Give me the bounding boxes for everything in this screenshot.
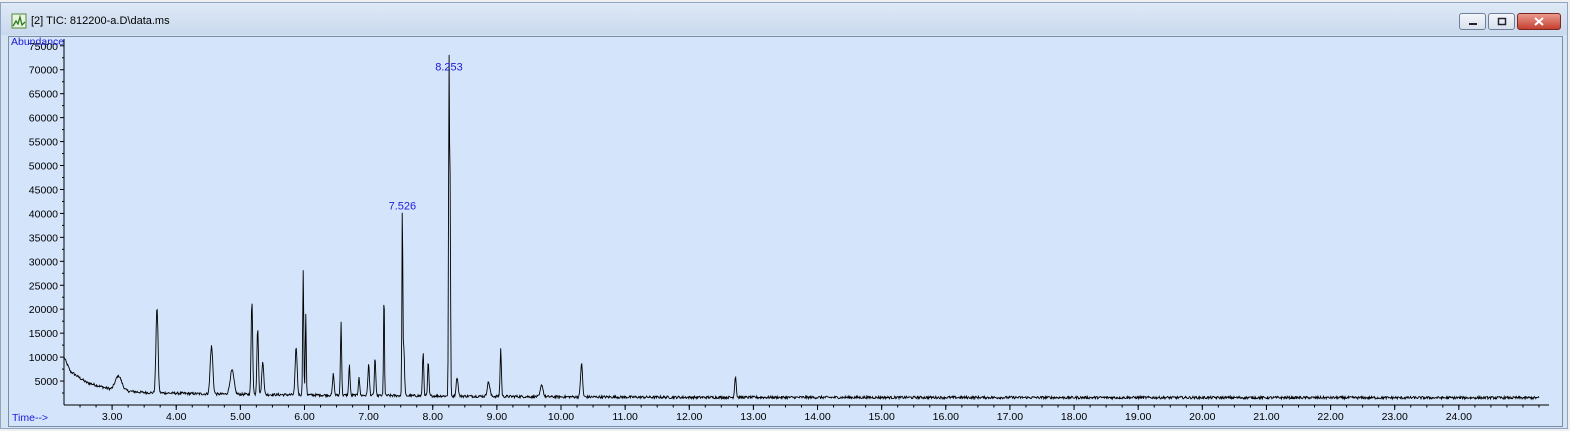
y-tick-label: 55000 xyxy=(29,137,58,149)
y-tick: 35000 xyxy=(29,232,64,250)
y-tick: 20000 xyxy=(29,304,64,322)
x-tick: 10.00 xyxy=(548,405,574,423)
minimize-icon xyxy=(1460,14,1485,29)
y-tick-label: 35000 xyxy=(29,232,58,244)
x-tick-label: 12.00 xyxy=(676,411,702,423)
y-tick-label: 65000 xyxy=(29,89,58,101)
x-tick-label: 22.00 xyxy=(1317,411,1343,423)
x-tick: 21.00 xyxy=(1253,405,1280,423)
y-tick: 5000 xyxy=(35,376,64,394)
x-tick-label: 3.00 xyxy=(102,411,123,423)
x-tick-label: 20.00 xyxy=(1189,411,1215,423)
y-tick: 10000 xyxy=(29,352,64,370)
y-tick-label: 10000 xyxy=(29,352,58,364)
x-tick-label: 16.00 xyxy=(933,411,959,423)
restore-icon xyxy=(1489,14,1514,29)
y-tick: 15000 xyxy=(29,328,64,346)
x-tick: 15.00 xyxy=(869,405,895,423)
peak-label: 7.526 xyxy=(389,200,417,212)
x-tick: 24.00 xyxy=(1446,405,1472,423)
tic-trace-line xyxy=(63,54,1540,401)
x-tick: 12.00 xyxy=(676,405,703,423)
y-tick-label: 25000 xyxy=(29,280,58,292)
x-tick: 7.00 xyxy=(358,405,379,423)
y-tick-label: 15000 xyxy=(29,328,58,340)
y-tick: 45000 xyxy=(29,184,64,202)
y-tick: 55000 xyxy=(29,137,64,155)
x-tick: 5.00 xyxy=(230,405,251,423)
y-tick: 40000 xyxy=(29,208,64,226)
x-tick-label: 7.00 xyxy=(358,411,379,423)
x-tick: 3.00 xyxy=(102,405,123,423)
x-axis-label: Time--> xyxy=(12,412,48,424)
x-tick: 13.00 xyxy=(740,405,767,423)
peak-label: 8.253 xyxy=(435,62,463,74)
y-tick: 65000 xyxy=(29,89,64,107)
x-tick-label: 13.00 xyxy=(740,411,766,423)
x-tick: 17.00 xyxy=(997,405,1023,423)
y-tick-label: 20000 xyxy=(29,304,58,316)
x-tick: 6.00 xyxy=(294,405,315,423)
chromatogram-plot[interactable]: 5000 10000 15000 20000 25000 30000 35000 40000 4… xyxy=(8,36,1563,427)
y-tick: 30000 xyxy=(29,256,64,274)
y-tick-label: 30000 xyxy=(29,256,58,268)
y-tick: 25000 xyxy=(29,280,64,298)
x-tick: 14.00 xyxy=(804,405,831,423)
x-tick: 22.00 xyxy=(1317,405,1344,423)
title-bar[interactable]: [2] TIC: 812200-a.D\data.ms xyxy=(1,3,1567,35)
x-axis-ticks: 3.00 4.00 5.00 6.00 7.00 8.00 9.00 10.00 11.00 12… xyxy=(79,405,1540,423)
x-tick-label: 24.00 xyxy=(1446,411,1472,423)
x-tick-label: 18.00 xyxy=(1061,411,1087,423)
x-tick: 18.00 xyxy=(1061,405,1087,423)
x-tick-label: 17.00 xyxy=(997,411,1023,423)
chromatogram-svg: 5000 10000 15000 20000 25000 30000 35000 40000 4… xyxy=(11,36,1549,424)
y-axis-ticks: 5000 10000 15000 20000 25000 30000 35000 40000 4… xyxy=(29,41,64,394)
y-tick-label: 60000 xyxy=(29,113,58,125)
x-tick: 11.00 xyxy=(612,405,638,423)
y-tick: 70000 xyxy=(29,65,64,83)
x-tick-label: 14.00 xyxy=(804,411,830,423)
close-icon xyxy=(1518,14,1560,29)
peak-annotations: 8.253 7.526 xyxy=(389,62,463,213)
y-tick-label: 50000 xyxy=(29,161,58,173)
x-tick-label: 5.00 xyxy=(230,411,251,423)
y-tick: 75000 xyxy=(29,41,64,59)
y-tick: 60000 xyxy=(29,113,64,131)
x-tick-label: 11.00 xyxy=(612,411,638,423)
y-tick-label: 5000 xyxy=(35,376,59,388)
x-tick: 19.00 xyxy=(1125,405,1151,423)
y-tick-label: 45000 xyxy=(29,184,58,196)
x-tick-label: 15.00 xyxy=(869,411,895,423)
window-controls xyxy=(1459,13,1561,30)
x-tick-label: 19.00 xyxy=(1125,411,1151,423)
x-tick-label: 8.00 xyxy=(423,411,444,423)
x-tick: 9.00 xyxy=(487,405,508,423)
minimize-button[interactable] xyxy=(1459,13,1486,30)
x-tick-label: 10.00 xyxy=(548,411,574,423)
y-tick-label: 70000 xyxy=(29,65,58,77)
restore-button[interactable] xyxy=(1488,13,1515,30)
y-tick: 50000 xyxy=(29,161,64,178)
y-tick-label: 75000 xyxy=(29,41,58,53)
x-tick: 16.00 xyxy=(933,405,959,423)
x-tick-label: 6.00 xyxy=(294,411,315,423)
close-button[interactable] xyxy=(1517,13,1561,30)
y-tick-label: 40000 xyxy=(29,208,58,220)
x-tick-label: 23.00 xyxy=(1382,411,1408,423)
window-title: [2] TIC: 812200-a.D\data.ms xyxy=(31,15,170,27)
y-axis-label: Abundance xyxy=(11,37,64,48)
trace-group xyxy=(63,54,1540,401)
x-tick: 4.00 xyxy=(166,405,187,423)
chromatogram-app-icon xyxy=(11,13,27,29)
x-tick-label: 9.00 xyxy=(487,411,508,423)
x-tick-label: 21.00 xyxy=(1253,411,1279,423)
x-tick: 20.00 xyxy=(1189,405,1216,423)
x-tick-label: 4.00 xyxy=(166,411,187,423)
x-tick: 8.00 xyxy=(423,405,444,423)
x-tick: 23.00 xyxy=(1382,405,1408,423)
